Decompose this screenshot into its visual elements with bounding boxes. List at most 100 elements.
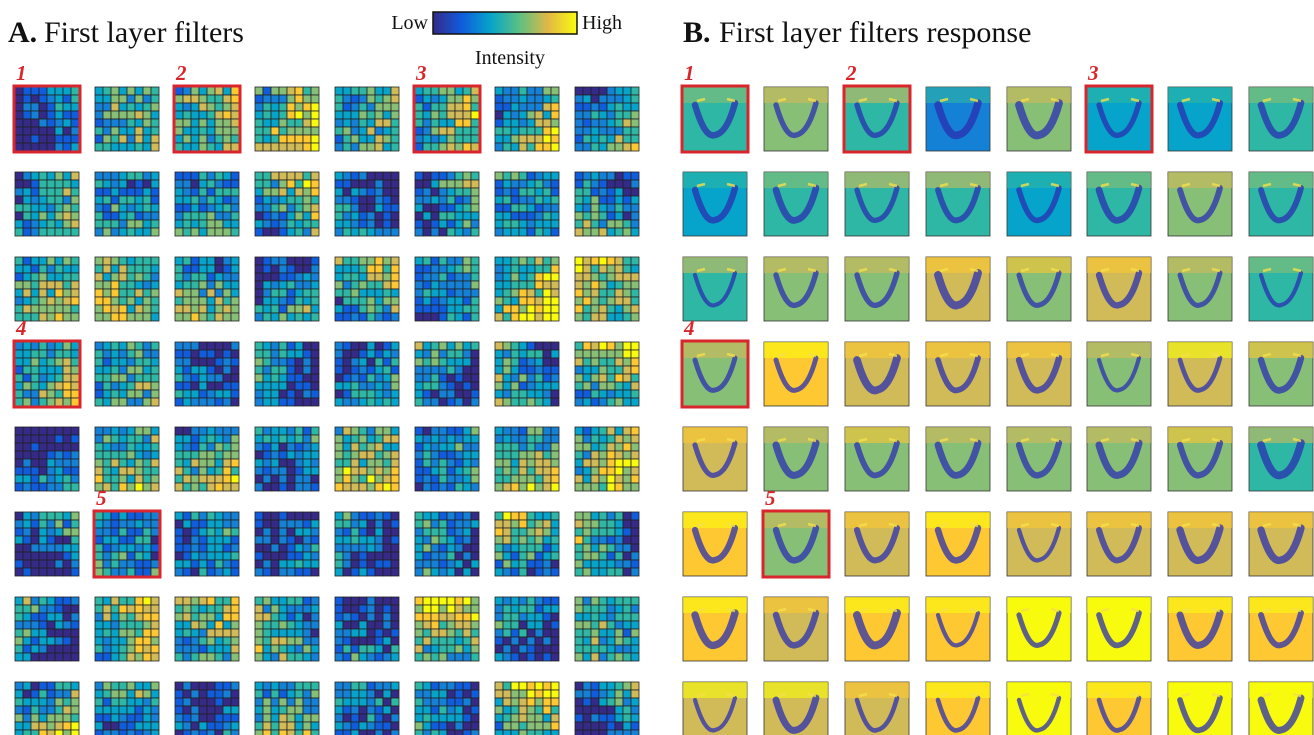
filter-cell xyxy=(350,349,360,359)
filter-cell xyxy=(214,519,224,529)
filter-cell xyxy=(534,288,544,298)
filter-cell xyxy=(278,689,288,699)
filter-cell xyxy=(294,365,304,375)
filter-cell xyxy=(118,729,128,735)
filter-cell xyxy=(358,612,368,622)
filter-cell xyxy=(262,543,272,553)
filter-cell xyxy=(550,636,560,646)
filter-cell xyxy=(102,474,112,484)
filter-tile xyxy=(14,171,80,237)
filter-cell xyxy=(110,527,120,537)
filter-cell xyxy=(62,203,72,213)
filter-cell xyxy=(254,482,264,492)
filter-cell xyxy=(470,134,480,144)
filter-cell xyxy=(198,227,208,237)
filter-cell xyxy=(214,134,224,144)
filter-cell xyxy=(590,142,600,152)
filter-cell xyxy=(94,397,104,407)
filter-cell xyxy=(534,474,544,484)
filter-cell xyxy=(62,450,72,460)
filter-cell xyxy=(502,349,512,359)
filter-cell xyxy=(126,365,136,375)
filter-cell xyxy=(142,604,152,614)
filter-cell xyxy=(582,434,592,444)
filter-cell xyxy=(70,620,80,630)
filter-cell xyxy=(270,118,280,128)
panel-a-label: A. xyxy=(8,16,37,49)
filter-cell xyxy=(190,697,200,707)
filter-cell xyxy=(382,652,392,662)
filter-cell xyxy=(470,450,480,460)
filter-cell xyxy=(574,288,584,298)
filter-cell xyxy=(302,126,312,136)
filter-cell xyxy=(494,312,504,322)
filter-cell xyxy=(494,126,504,136)
filter-cell xyxy=(142,171,152,181)
filter-cell xyxy=(534,450,544,460)
filter-cell xyxy=(502,126,512,136)
filter-cell xyxy=(390,681,400,691)
filter-cell xyxy=(542,551,552,561)
filter-cell xyxy=(174,126,184,136)
filter-cell xyxy=(230,644,240,654)
highlight-label: 2 xyxy=(845,61,857,85)
filter-cell xyxy=(366,381,376,391)
filter-cell xyxy=(254,365,264,375)
filter-cell xyxy=(382,389,392,399)
filter-cell xyxy=(526,604,536,614)
filter-cell xyxy=(446,256,456,266)
filter-cell xyxy=(438,426,448,436)
filter-cell xyxy=(38,389,48,399)
filter-cell xyxy=(414,535,424,545)
filter-cell xyxy=(22,527,32,537)
filter-cell xyxy=(294,636,304,646)
filter-cell xyxy=(14,349,24,359)
filter-cell xyxy=(142,596,152,606)
filter-cell xyxy=(38,458,48,468)
filter-cell xyxy=(126,713,136,723)
filter-cell xyxy=(102,681,112,691)
filter-cell xyxy=(286,94,296,104)
filter-cell xyxy=(446,203,456,213)
filter-cell xyxy=(494,705,504,715)
filter-cell xyxy=(302,288,312,298)
filter-cell xyxy=(270,219,280,229)
filter-cell xyxy=(350,729,360,735)
filter-cell xyxy=(374,227,384,237)
filter-cell xyxy=(414,86,424,96)
filter-cell xyxy=(534,511,544,521)
filter-cell xyxy=(374,219,384,229)
filter-cell xyxy=(214,535,224,545)
filter-cell xyxy=(254,535,264,545)
highlight-label: 4 xyxy=(683,316,695,340)
filter-cell xyxy=(350,118,360,128)
filter-cell xyxy=(278,288,288,298)
filter-cell xyxy=(270,171,280,181)
filter-cell xyxy=(446,397,456,407)
filter-cell xyxy=(438,304,448,314)
filter-cell xyxy=(446,264,456,274)
filter-cell xyxy=(38,280,48,290)
filter-cell xyxy=(574,381,584,391)
filter-cell xyxy=(150,272,160,282)
filter-cell xyxy=(454,349,464,359)
filter-cell xyxy=(518,219,528,229)
filter-cell xyxy=(518,203,528,213)
filter-cell xyxy=(150,126,160,136)
filter-cell xyxy=(446,102,456,112)
filter-cell xyxy=(310,596,320,606)
filter-cell xyxy=(494,434,504,444)
filter-tile xyxy=(14,341,80,407)
filter-cell xyxy=(174,450,184,460)
filter-cell xyxy=(174,373,184,383)
filter-cell xyxy=(510,288,520,298)
filter-cell xyxy=(518,596,528,606)
filter-cell xyxy=(174,304,184,314)
filter-cell xyxy=(118,620,128,630)
response-glow xyxy=(764,597,828,613)
filter-cell xyxy=(110,126,120,136)
filter-cell xyxy=(502,681,512,691)
filter-cell xyxy=(38,567,48,577)
filter-cell xyxy=(294,203,304,213)
filter-cell xyxy=(102,466,112,476)
